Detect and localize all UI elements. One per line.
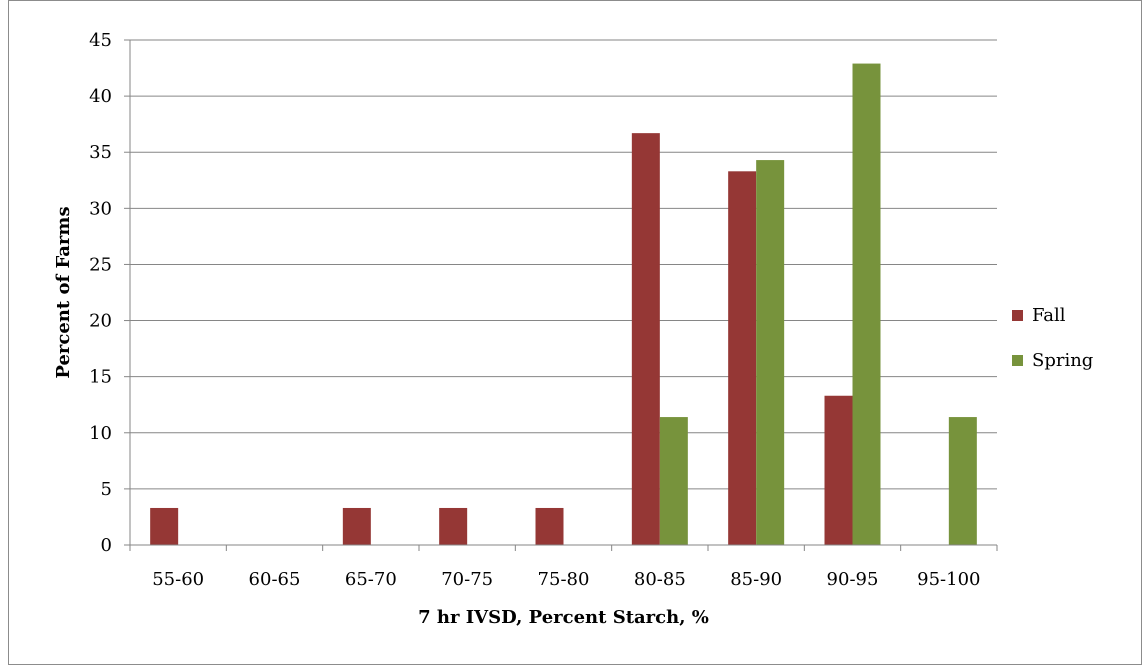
x-axis-title: 7 hr IVSD, Percent Starch, % [418, 607, 709, 628]
x-tick-label: 55-60 [152, 569, 204, 590]
y-tick-label: 5 [101, 479, 112, 500]
x-tick-label: 70-75 [441, 569, 493, 590]
legend-label-fall: Fall [1032, 305, 1066, 326]
x-tick-labels: 55-60 60-65 65-70 70-75 75-80 80-85 85-90 90-95… [152, 569, 980, 590]
bar-fall-80-85 [631, 133, 660, 545]
y-tick-label: 20 [89, 311, 112, 332]
x-tick-label: 80-85 [634, 569, 686, 590]
y-tick-label: 40 [89, 86, 112, 107]
bar-spring-95-100 [948, 417, 977, 545]
legend-swatch-fall [1012, 310, 1023, 321]
y-tick-label: 30 [89, 198, 112, 219]
legend-label-spring: Spring [1032, 350, 1093, 371]
y-tick-label: 45 [89, 30, 112, 51]
x-tick-label: 95-100 [917, 569, 980, 590]
y-tick-label: 25 [89, 254, 112, 275]
x-tick-label: 75-80 [538, 569, 590, 590]
y-axis-title: Percent of Farms [53, 206, 74, 378]
bar-fall-75-80 [535, 507, 564, 545]
bar-fall-55-60 [150, 507, 179, 545]
chart-frame [8, 0, 1142, 665]
bar-fall-85-90 [728, 171, 757, 546]
bar-fall-65-70 [342, 507, 371, 545]
x-tick-label: 65-70 [345, 569, 397, 590]
y-tick-label: 35 [89, 142, 112, 163]
y-tick-label: 15 [89, 367, 112, 388]
bar-spring-80-85 [659, 417, 688, 545]
y-tick-label: 0 [101, 535, 112, 556]
bar-fall-90-95 [824, 395, 853, 545]
bar-spring-90-95 [852, 63, 881, 546]
bar-fall-70-75 [439, 507, 468, 545]
bar-spring-85-90 [756, 160, 785, 546]
axes [129, 40, 998, 551]
y-tick-labels: 0 5 10 15 20 25 30 35 40 45 [89, 30, 112, 556]
y-tick-label: 10 [89, 423, 112, 444]
x-tick-label: 60-65 [249, 569, 301, 590]
legend: Fall Spring [1012, 305, 1093, 371]
x-tick-label: 85-90 [730, 569, 782, 590]
legend-swatch-spring [1012, 355, 1023, 366]
x-tick-label: 90-95 [827, 569, 879, 590]
bars [150, 63, 977, 546]
